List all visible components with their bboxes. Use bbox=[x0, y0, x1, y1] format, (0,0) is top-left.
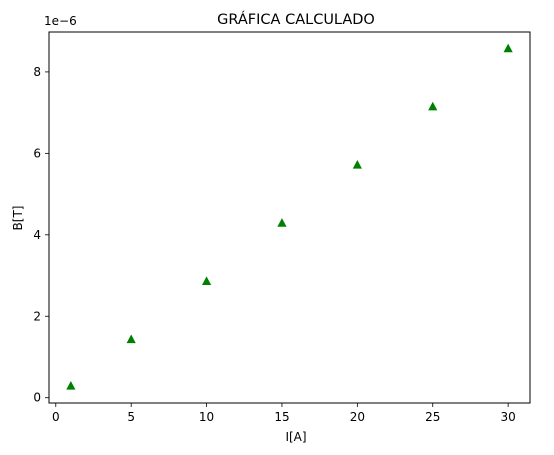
x-tick-label: 5 bbox=[127, 410, 135, 424]
y-tick-label: 0 bbox=[33, 391, 41, 405]
axes-frame bbox=[48, 31, 531, 404]
x-tick-label: 10 bbox=[199, 410, 214, 424]
chart-title: GRÁFICA CALCULADO bbox=[217, 11, 375, 28]
x-tick-label: 20 bbox=[350, 410, 365, 424]
x-tick-label: 25 bbox=[425, 410, 440, 424]
plot-area: 0 5 10 15 20 25 30 0 2 4 6 8 bbox=[33, 31, 531, 424]
y-tick-label: 2 bbox=[33, 309, 41, 323]
x-tick-label: 15 bbox=[274, 410, 289, 424]
x-tick-label: 30 bbox=[500, 410, 515, 424]
y-tick-label: 8 bbox=[33, 65, 41, 79]
y-axis-ticks: 0 2 4 6 8 bbox=[33, 65, 49, 405]
x-axis-ticks: 0 5 10 15 20 25 30 bbox=[52, 403, 516, 424]
data-markers bbox=[66, 43, 513, 390]
data-point bbox=[201, 276, 212, 285]
data-point bbox=[66, 381, 76, 390]
y-tick-label: 4 bbox=[33, 228, 41, 242]
y-offset-label: 1e−6 bbox=[44, 14, 77, 28]
data-point bbox=[277, 218, 287, 227]
x-tick-label: 0 bbox=[52, 410, 60, 424]
y-axis-label: B[T] bbox=[11, 206, 25, 231]
data-point bbox=[126, 334, 136, 344]
data-point bbox=[428, 101, 438, 111]
y-tick-label: 6 bbox=[33, 146, 41, 160]
data-point bbox=[352, 160, 362, 169]
x-axis-label: I[A] bbox=[285, 430, 306, 444]
data-point bbox=[503, 43, 513, 53]
